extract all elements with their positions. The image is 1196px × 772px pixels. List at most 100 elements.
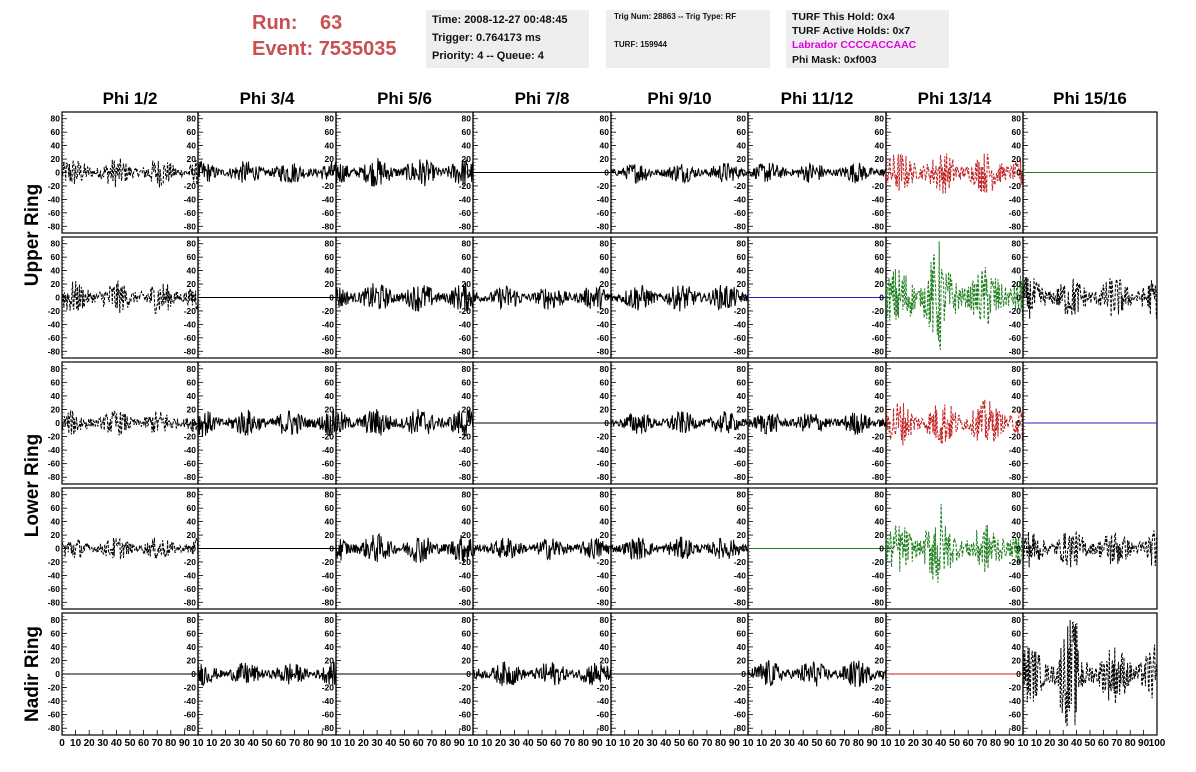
x-tick-label: 50	[674, 738, 686, 749]
y-tick-label: 0	[466, 168, 471, 178]
y-tick-label: -20	[734, 181, 747, 191]
x-tick-label: 50	[1084, 738, 1096, 749]
y-tick-label: -20	[184, 306, 197, 316]
y-tick-label: 40	[737, 391, 747, 401]
waveform-panel: 80 60 40 20 0 -20 -40 -60 -80	[872, 361, 1024, 485]
y-tick-label: 40	[875, 642, 885, 652]
y-tick-label: -40	[459, 570, 472, 580]
x-tick-label: 60	[688, 738, 700, 749]
y-tick-label: 80	[1012, 615, 1022, 625]
y-tick-label: -40	[184, 445, 197, 455]
y-tick-label: 60	[1012, 377, 1022, 387]
y-tick-label: -40	[1009, 319, 1022, 329]
y-tick-label: 40	[51, 517, 61, 527]
y-tick-label: 60	[187, 628, 197, 638]
y-tick-label: 60	[462, 503, 472, 513]
x-tick-label: 70	[152, 738, 164, 749]
y-tick-label: 80	[600, 114, 610, 124]
x-tick-label: 40	[660, 738, 672, 749]
waveform-panel: 80 60 40 20 0 -20 -40 -60 -80	[734, 236, 887, 359]
y-tick-label: 20	[462, 530, 472, 540]
ring-label: Nadir Ring	[22, 626, 43, 722]
waveform-trace	[61, 537, 199, 560]
y-tick-label: 40	[600, 141, 610, 151]
y-tick-label: -60	[872, 710, 885, 720]
y-tick-label: 60	[51, 377, 61, 387]
y-tick-label: -20	[872, 683, 885, 693]
y-tick-label: -20	[459, 683, 472, 693]
y-tick-label: -80	[459, 597, 472, 607]
y-tick-label: 40	[875, 141, 885, 151]
y-tick-label: 20	[875, 655, 885, 665]
y-tick-label: 80	[325, 239, 335, 249]
x-tick-label: 50	[536, 738, 548, 749]
y-tick-label: 20	[875, 404, 885, 414]
x-tick-label: 40	[935, 738, 947, 749]
waveform-panel: 80 60 40 20 0 -20 -40 -60 -80	[322, 236, 474, 359]
y-tick-label: 40	[1012, 642, 1022, 652]
y-tick-label: 80	[600, 490, 610, 500]
y-tick-label: -40	[184, 194, 197, 204]
y-tick-label: 40	[51, 391, 61, 401]
y-tick-label: -20	[872, 181, 885, 191]
y-tick-label: 60	[600, 127, 610, 137]
y-tick-label: -60	[459, 333, 472, 343]
x-tick-label: 10	[344, 738, 356, 749]
y-tick-label: -60	[48, 333, 61, 343]
waveform-trace	[747, 412, 887, 436]
y-tick-label: -60	[48, 459, 61, 469]
y-tick-label: -60	[322, 710, 335, 720]
y-tick-label: -40	[597, 194, 610, 204]
y-tick-label: -80	[322, 472, 335, 482]
y-tick-label: -20	[459, 181, 472, 191]
waveform-trace	[747, 660, 887, 688]
x-tick-label: 70	[976, 738, 988, 749]
y-tick-label: 0	[604, 418, 609, 428]
x-tick-label: 20	[908, 738, 920, 749]
x-tick-label: 30	[784, 738, 796, 749]
run-label: Run:	[252, 12, 298, 34]
y-tick-label: -40	[734, 319, 747, 329]
y-tick-label: -40	[48, 319, 61, 329]
waveform-panel: 80 60 40 20 0 -20 -40 -60 -80	[48, 487, 199, 610]
y-tick-label: 20	[51, 279, 61, 289]
waveform-panel: 80 60 40 20 0 -20 -40 -60 -80	[734, 487, 887, 610]
waveform-trace	[610, 162, 749, 185]
y-tick-label: -20	[734, 557, 747, 567]
y-tick-label: -60	[322, 459, 335, 469]
y-tick-label: -80	[459, 346, 472, 356]
y-tick-label: -40	[184, 696, 197, 706]
y-tick-label: -80	[322, 723, 335, 733]
y-tick-label: 60	[1012, 252, 1022, 262]
y-tick-label: 80	[1012, 239, 1022, 249]
waveform-panel: 80 60 40 20 0 -20 -40 -60 -80	[322, 487, 474, 610]
x-tick-label: 10	[1017, 738, 1029, 749]
waveform-trace	[61, 158, 199, 188]
y-tick-label: 20	[600, 655, 610, 665]
waveform-panel: 80 60 40 20 0 -20 -40 -60 -80	[184, 236, 337, 359]
y-tick-label: -80	[872, 221, 885, 231]
x-tick-label: 60	[1098, 738, 1110, 749]
y-tick-label: -60	[184, 459, 197, 469]
y-tick-label: 60	[875, 252, 885, 262]
y-tick-label: -60	[1009, 333, 1022, 343]
y-tick-label: -20	[1009, 557, 1022, 567]
x-tick-label: 70	[289, 738, 301, 749]
y-tick-label: 60	[187, 127, 197, 137]
x-tick-label: 70	[1111, 738, 1123, 749]
waveform-panel: 80 60 40 20 0 -20 -40 -60 -80	[597, 236, 749, 359]
column-header: Phi 9/10	[647, 89, 711, 108]
x-tick-label: 10	[756, 738, 768, 749]
y-tick-label: -20	[322, 181, 335, 191]
y-tick-label: -40	[459, 696, 472, 706]
x-tick-label: 60	[275, 738, 287, 749]
y-tick-label: -60	[1009, 208, 1022, 218]
y-tick-label: -60	[1009, 459, 1022, 469]
y-tick-label: -80	[48, 472, 61, 482]
y-tick-label: 60	[737, 628, 747, 638]
y-tick-label: 0	[191, 293, 196, 303]
waveform-trace	[1022, 530, 1158, 568]
y-tick-label: 40	[187, 517, 197, 527]
y-tick-label: -60	[184, 584, 197, 594]
